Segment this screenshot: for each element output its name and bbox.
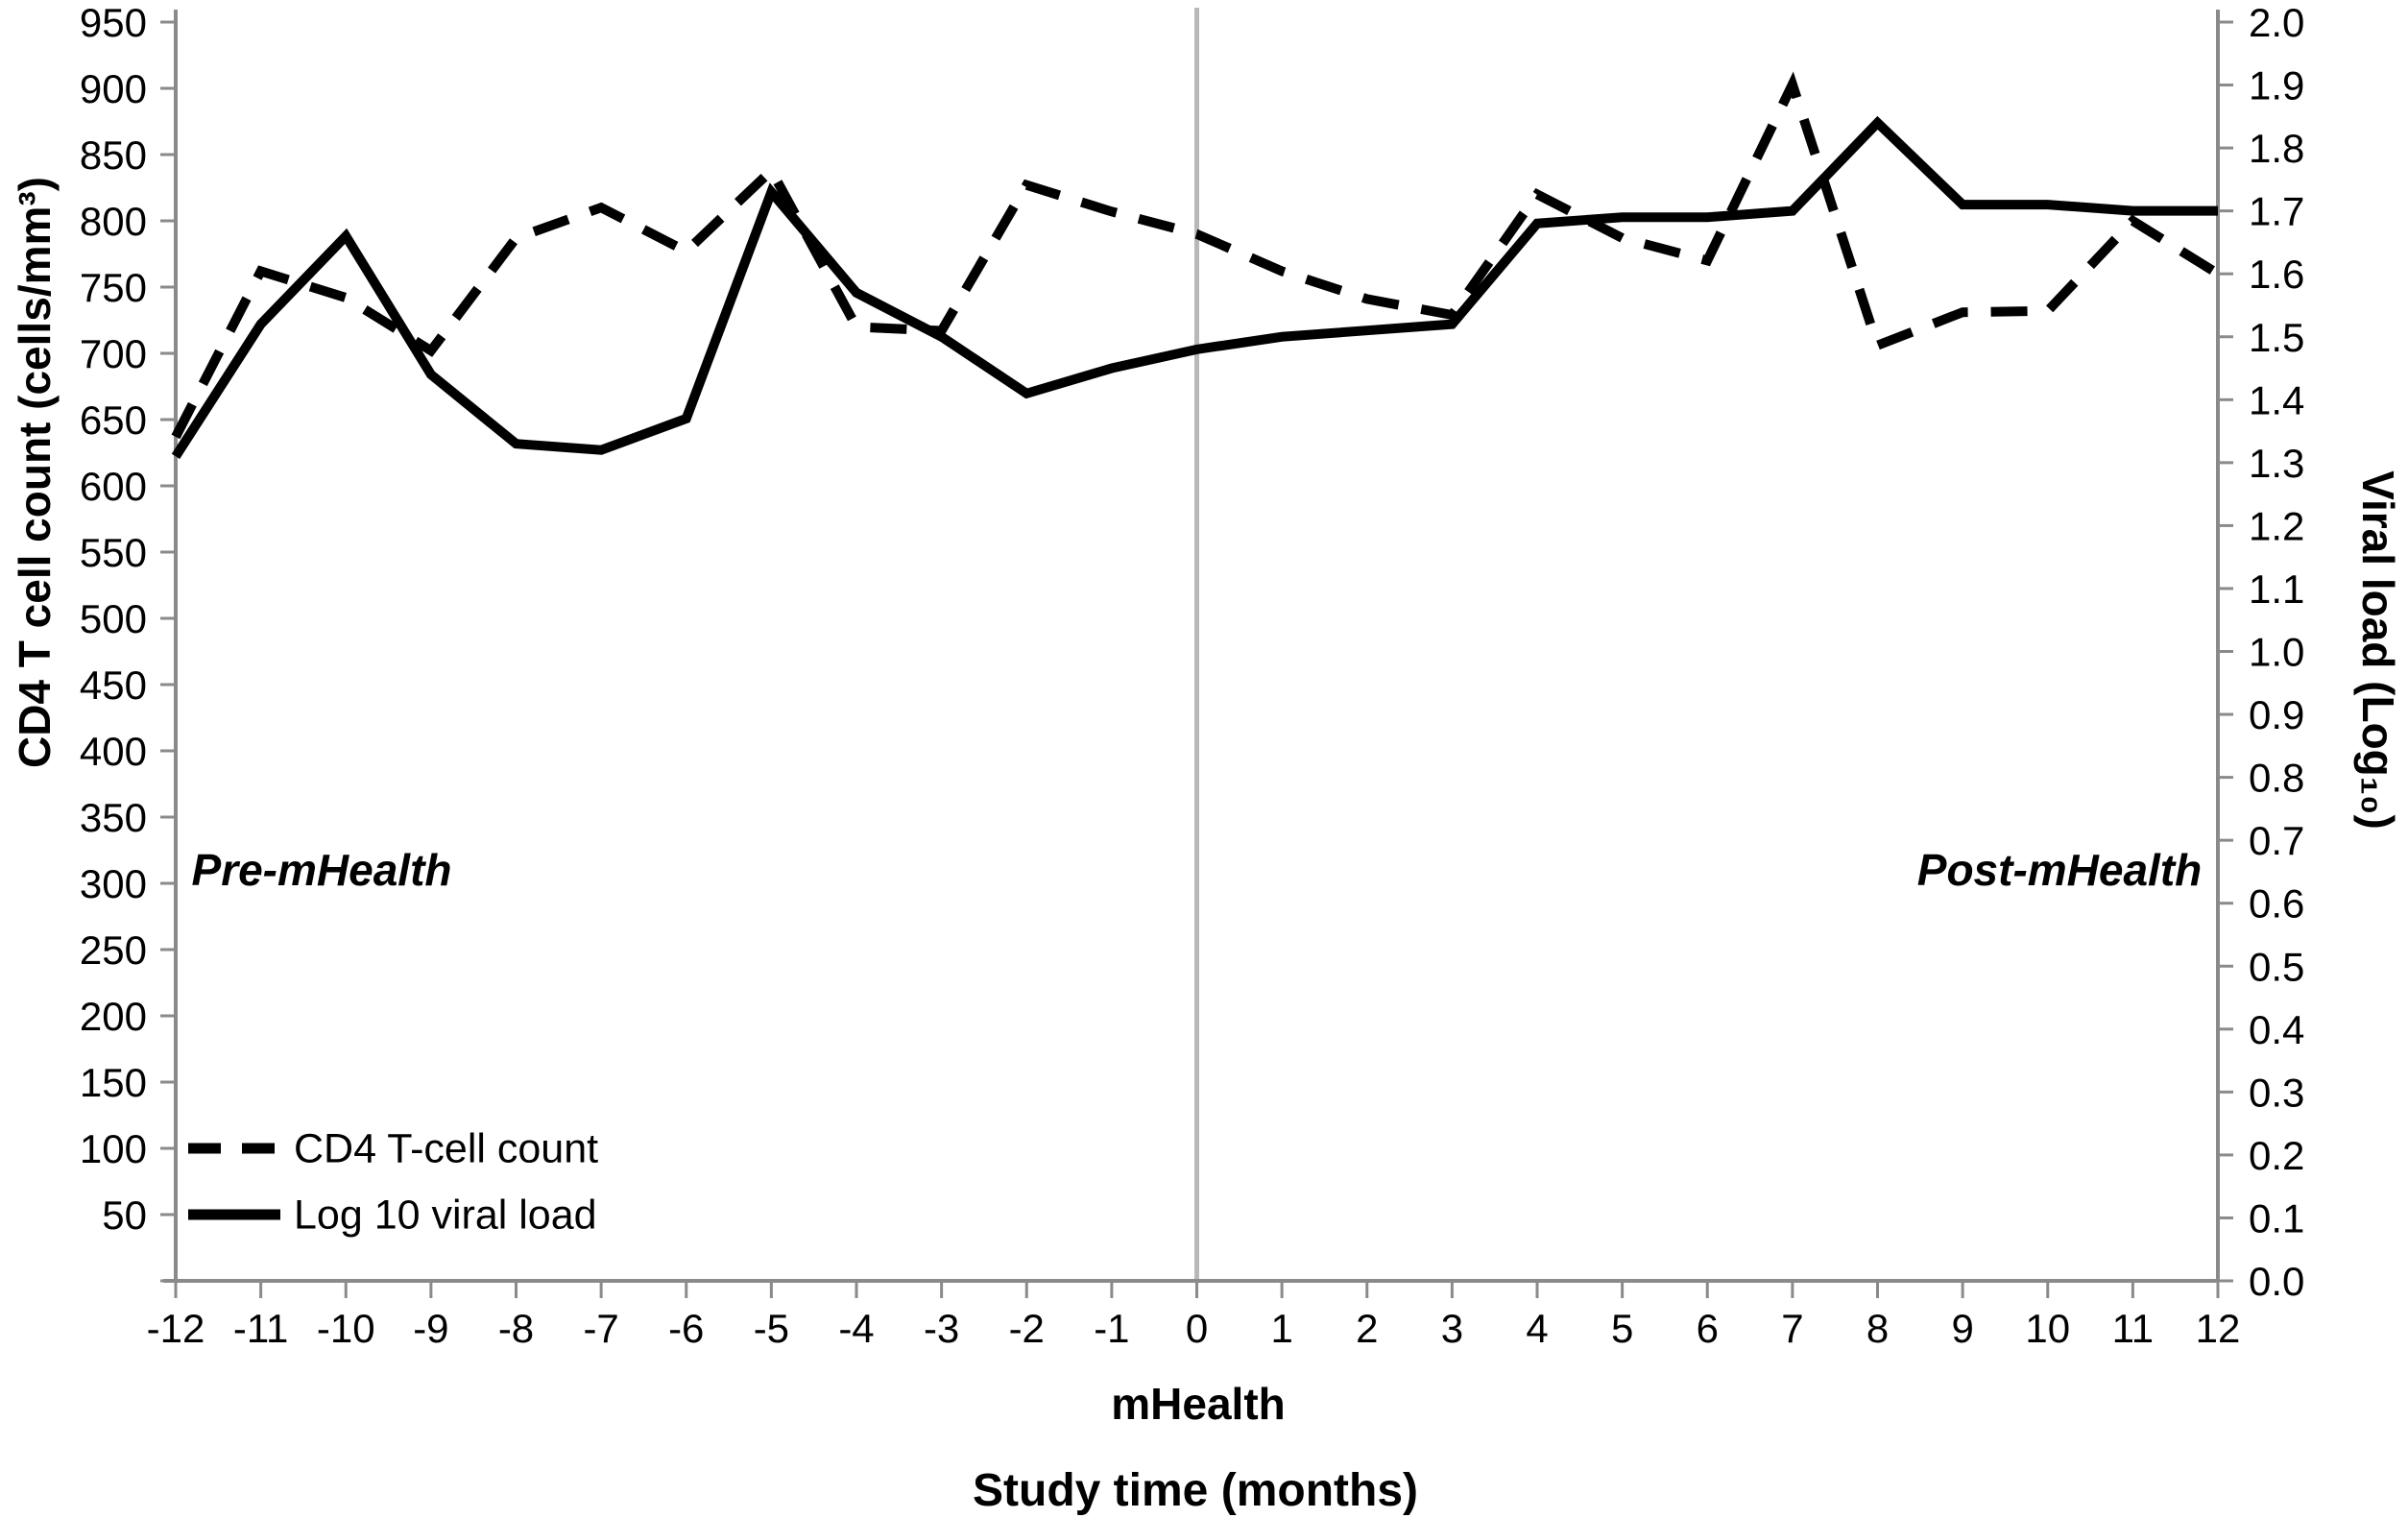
y-left-tick-label: 50 [102, 1193, 147, 1238]
y-right-tick-label: 0.4 [2249, 1007, 2304, 1052]
x-tick-label: -2 [1009, 1306, 1045, 1351]
y-right-tick-label: 0.0 [2249, 1259, 2304, 1304]
viral-load-series-line [171, 115, 2218, 460]
x-tick-label: 0 [1186, 1306, 1208, 1351]
y-right-tick-label: 1.1 [2249, 566, 2304, 612]
y-left-tick-label: 600 [80, 464, 147, 509]
x-tick-label: -10 [317, 1306, 375, 1351]
y-left-tick-label: 850 [80, 133, 147, 178]
x-tick-label: -5 [754, 1306, 789, 1351]
legend-label-viral-load: Log 10 viral load [294, 1192, 597, 1239]
y-right-tick-label: 0.1 [2249, 1195, 2304, 1241]
x-axis-title: Study time (months) [973, 1465, 1418, 1516]
x-tick-label: -11 [233, 1306, 289, 1351]
x-tick-label: 6 [1697, 1306, 1719, 1351]
x-tick-label: 7 [1781, 1306, 1803, 1351]
y-right-tick-label: 1.7 [2249, 189, 2304, 234]
y-left-tick-label: 800 [80, 199, 147, 244]
annotation-pre-mhealth: Pre-mHealth [191, 845, 452, 895]
y-left-tick-label: 400 [80, 729, 147, 774]
x-tick-label: -4 [838, 1306, 874, 1351]
y-right-tick-label: 1.0 [2249, 630, 2304, 675]
y-right-tick-label: 0.2 [2249, 1133, 2304, 1178]
x-tick-label: 11 [2112, 1306, 2155, 1351]
x-tick-label: -6 [668, 1306, 704, 1351]
y-right-tick-label: 0.7 [2249, 818, 2304, 863]
y-right-tick-label: 0.3 [2249, 1070, 2304, 1115]
y-right-tick-label: 1.8 [2249, 126, 2304, 171]
y-left-tick-label: 350 [80, 795, 147, 840]
x-tick-label: -9 [413, 1306, 448, 1351]
y-left-tick-label: 150 [80, 1060, 147, 1105]
x-tick-label: 9 [1951, 1306, 1973, 1351]
x-tick-label: 8 [1866, 1306, 1889, 1351]
y-left-tick-label: 650 [80, 398, 147, 443]
x-tick-label: -8 [498, 1306, 534, 1351]
y-left-tick-label: 950 [80, 0, 147, 45]
right-y-axis-title: Viral load (Log₁₀) [2353, 470, 2403, 830]
y-left-tick-label: 900 [80, 66, 147, 111]
x-tick-label: 4 [1526, 1306, 1548, 1351]
legend [188, 1143, 280, 1220]
x-axis-marker-label: mHealth [1111, 1379, 1286, 1429]
y-right-tick-label: 1.5 [2249, 315, 2304, 360]
legend-label-cd4: CD4 T-cell count [294, 1125, 599, 1172]
x-tick-label: -3 [924, 1306, 959, 1351]
left-y-axis-title: CD4 T cell count (cells/mm³) [10, 176, 60, 769]
y-right-tick-label: 1.6 [2249, 252, 2304, 297]
x-tick-label: 12 [2196, 1306, 2241, 1351]
y-right-tick-label: 0.8 [2249, 756, 2304, 801]
left-y-axis-ticks: 950 900 850 800 750 700 650 600 550 500 450 400 350 3… [80, 0, 176, 1283]
y-right-tick-label: 1.2 [2249, 503, 2304, 548]
y-left-tick-label: 450 [80, 663, 147, 708]
annotation-post-mhealth: Post-mHealth [1916, 845, 2203, 895]
x-tick-label: -7 [583, 1306, 618, 1351]
y-right-tick-label: 0.6 [2249, 881, 2304, 927]
y-left-tick-label: 750 [80, 265, 147, 310]
y-right-tick-label: 2.0 [2249, 0, 2304, 45]
y-left-tick-label: 300 [80, 861, 147, 906]
axes [163, 10, 2220, 1283]
x-tick-label: 2 [1356, 1306, 1378, 1351]
x-tick-label: -1 [1094, 1306, 1129, 1351]
x-tick-label: 1 [1270, 1306, 1292, 1351]
x-tick-label: 10 [2025, 1306, 2070, 1351]
cd4-series-line [171, 71, 2221, 440]
x-tick-label: 3 [1441, 1306, 1463, 1351]
y-left-tick-label: 100 [80, 1126, 147, 1171]
y-left-tick-label: 550 [80, 530, 147, 575]
y-right-tick-label: 1.9 [2249, 63, 2304, 108]
y-left-tick-label: 250 [80, 928, 147, 973]
y-left-tick-label: 200 [80, 994, 147, 1039]
y-right-tick-label: 0.9 [2249, 692, 2304, 737]
y-left-tick-label: 700 [80, 331, 147, 376]
y-right-tick-label: 1.3 [2249, 441, 2304, 486]
y-left-tick-label: 500 [80, 596, 147, 641]
y-right-tick-label: 0.5 [2249, 944, 2304, 989]
x-tick-label: -12 [147, 1306, 205, 1351]
x-tick-label: 5 [1611, 1306, 1633, 1351]
right-y-axis-ticks: 2.0 1.9 1.8 1.7 1.6 1.5 1.4 1.3 1.2 1.1 1.0 0.9 0.8 0… [2218, 0, 2304, 1304]
x-axis-ticks: -12 -11 -10 -9 -8 -7 -6 -5 -4 -3 -2 -1 0 1 2 3 4 5 6 7 8 9 10 1… [147, 1281, 2241, 1351]
y-right-tick-label: 1.4 [2249, 377, 2304, 422]
